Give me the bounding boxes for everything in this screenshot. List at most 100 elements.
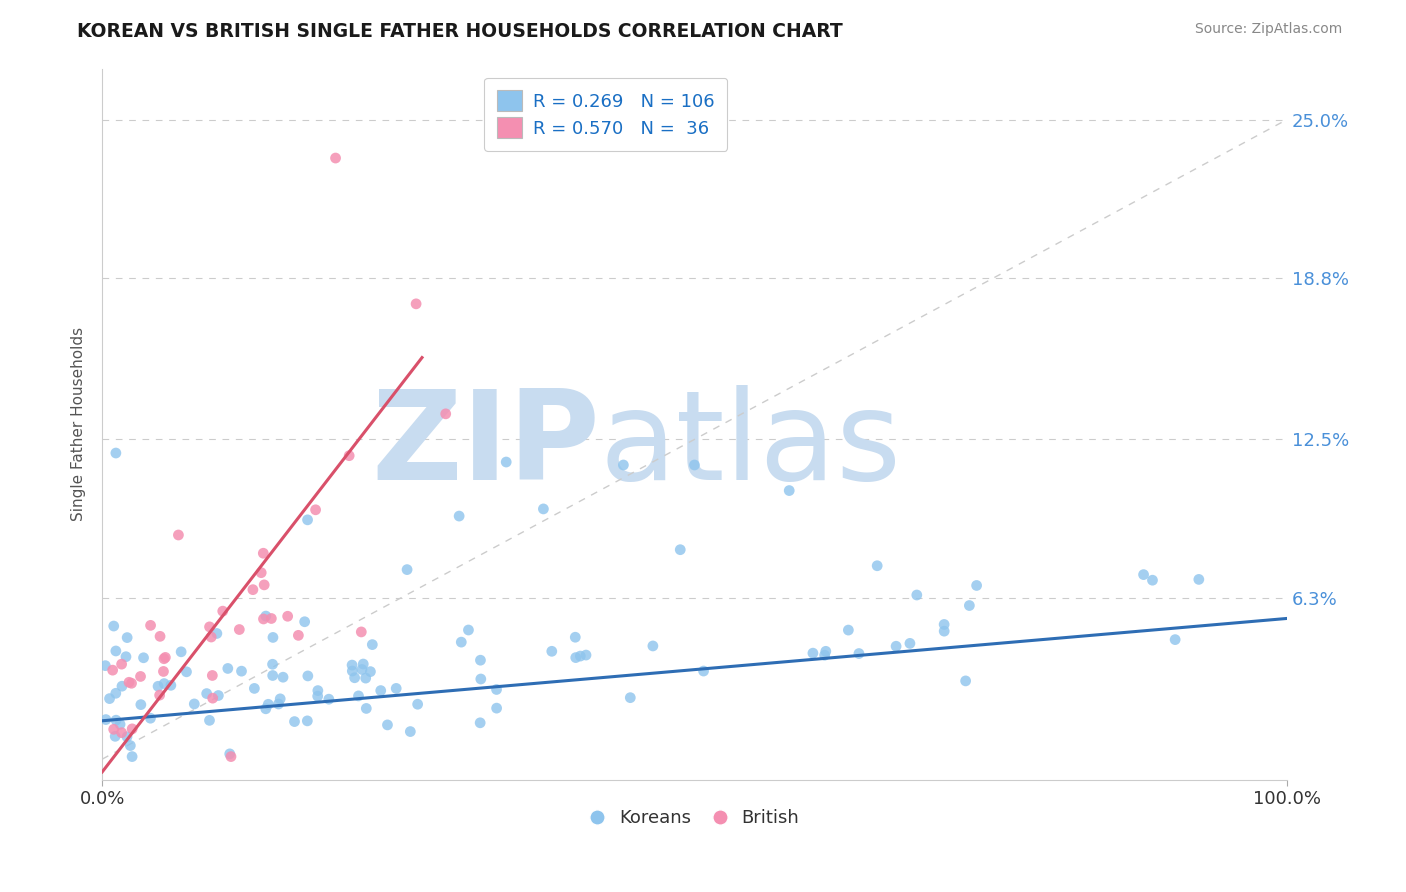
Point [195, 687, 218, 701]
Point [801, 646, 824, 660]
Point [495, 455, 517, 469]
Point [470, 672, 492, 686]
Point [837, 623, 859, 637]
Point [262, 631, 284, 645]
Point [231, 664, 253, 678]
Point [337, 449, 360, 463]
Text: atlas: atlas [600, 385, 901, 506]
Point [569, 649, 592, 664]
Point [297, 714, 319, 728]
Point [129, 669, 152, 683]
Point [669, 542, 692, 557]
Point [111, 679, 134, 693]
Point [198, 714, 221, 728]
Point [108, 717, 131, 731]
Point [94, 658, 117, 673]
Point [167, 528, 190, 542]
Point [352, 657, 374, 671]
Point [110, 657, 132, 672]
Text: KOREAN VS BRITISH SINGLE FATHER HOUSEHOLDS CORRELATION CHART: KOREAN VS BRITISH SINGLE FATHER HOUSEHOL… [77, 22, 844, 41]
Text: Source: ZipAtlas.com: Source: ZipAtlas.com [1195, 22, 1343, 37]
Point [470, 715, 492, 730]
Point [252, 612, 274, 626]
Point [115, 649, 138, 664]
Point [866, 558, 889, 573]
Point [612, 458, 634, 472]
Point [257, 698, 280, 712]
Point [253, 578, 276, 592]
Point [683, 458, 706, 472]
Point [1164, 632, 1187, 647]
Point [146, 679, 169, 693]
Point [1142, 573, 1164, 587]
Point [564, 650, 586, 665]
Point [217, 661, 239, 675]
Point [359, 665, 381, 679]
Point [94, 713, 117, 727]
Point [149, 629, 172, 643]
Point [262, 657, 284, 672]
Legend: Koreans, British: Koreans, British [582, 802, 806, 835]
Point [120, 739, 142, 753]
Point [905, 588, 928, 602]
Point [104, 686, 127, 700]
Point [170, 645, 193, 659]
Y-axis label: Single Father Households: Single Father Households [72, 327, 86, 521]
Point [385, 681, 408, 696]
Point [183, 697, 205, 711]
Point [340, 658, 363, 673]
Point [201, 691, 224, 706]
Point [399, 724, 422, 739]
Point [103, 723, 125, 737]
Point [219, 749, 242, 764]
Point [485, 701, 508, 715]
Point [966, 578, 988, 592]
Point [153, 676, 176, 690]
Point [450, 635, 472, 649]
Point [207, 689, 229, 703]
Point [325, 151, 347, 165]
Point [934, 624, 956, 639]
Point [457, 623, 479, 637]
Point [104, 729, 127, 743]
Point [405, 297, 427, 311]
Point [252, 546, 274, 560]
Point [848, 647, 870, 661]
Point [243, 681, 266, 696]
Point [267, 697, 290, 711]
Point [297, 513, 319, 527]
Point [277, 609, 299, 624]
Point [540, 644, 562, 658]
Point [198, 620, 221, 634]
Point [152, 665, 174, 679]
Point [1132, 567, 1154, 582]
Point [115, 730, 138, 744]
Point [318, 692, 340, 706]
Point [377, 718, 399, 732]
Point [260, 611, 283, 625]
Point [1188, 573, 1211, 587]
Point [934, 617, 956, 632]
Point [176, 665, 198, 679]
Point [242, 582, 264, 597]
Point [250, 566, 273, 580]
Point [619, 690, 641, 705]
Point [129, 698, 152, 712]
Point [104, 644, 127, 658]
Point [350, 663, 373, 677]
Point [370, 683, 392, 698]
Point [98, 691, 121, 706]
Point [531, 502, 554, 516]
Point [110, 725, 132, 739]
Point [104, 446, 127, 460]
Point [641, 639, 664, 653]
Point [297, 669, 319, 683]
Point [139, 711, 162, 725]
Point [201, 668, 224, 682]
Point [228, 623, 250, 637]
Point [132, 650, 155, 665]
Point [957, 599, 980, 613]
Point [356, 701, 378, 715]
Point [121, 676, 143, 690]
Point [575, 648, 598, 662]
